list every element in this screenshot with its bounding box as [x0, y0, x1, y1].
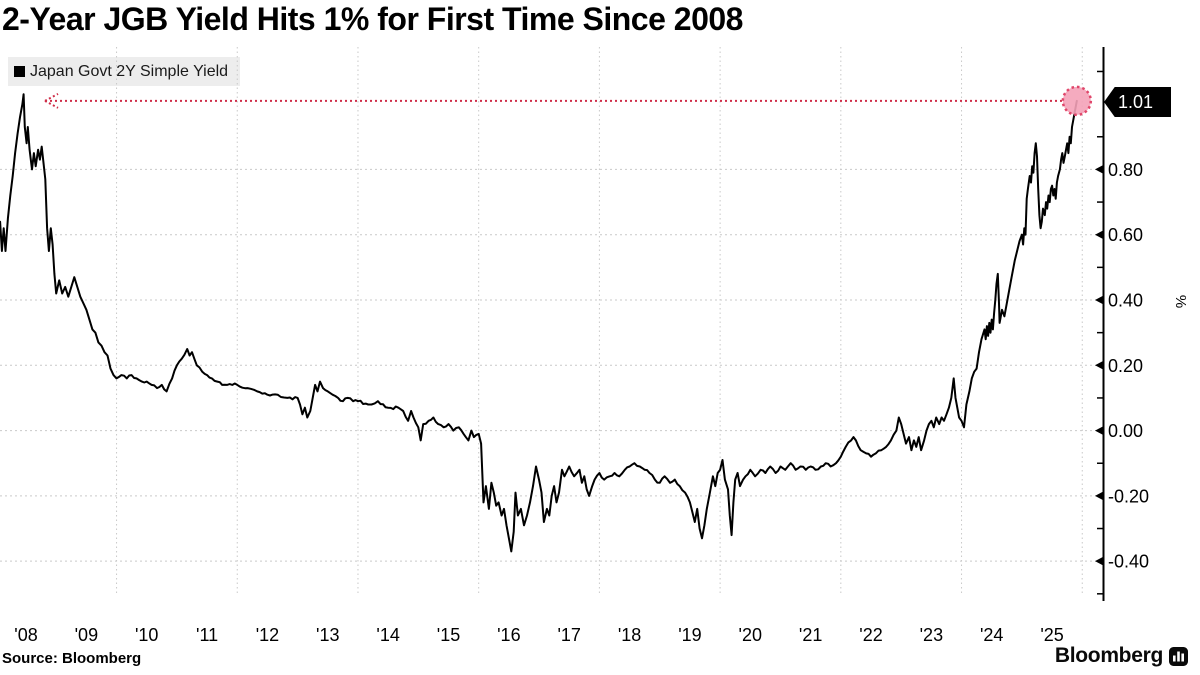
x-axis-tick-label: '09	[75, 625, 98, 645]
last-value-label: 1.01	[1118, 91, 1154, 112]
y-axis-tick-arrow-icon	[1095, 295, 1104, 305]
y-axis-tick-label: -0.20	[1108, 486, 1149, 506]
legend-label: Japan Govt 2Y Simple Yield	[30, 62, 229, 80]
y-axis-unit-label: %	[1172, 294, 1190, 309]
y-axis-tick-arrow-icon	[1095, 360, 1104, 370]
x-axis-tick-label: '25	[1040, 625, 1063, 645]
x-axis-tick-label: '08	[14, 625, 37, 645]
x-axis-tick-label: '19	[678, 625, 701, 645]
x-axis-tick-label: '16	[497, 625, 520, 645]
arrowhead-icon	[44, 99, 59, 109]
x-axis-tick-label: '13	[316, 625, 339, 645]
y-axis-tick-label: 0.60	[1108, 225, 1143, 245]
y-axis-tick-arrow-icon	[1095, 491, 1104, 501]
x-axis-tick-label: '21	[799, 625, 822, 645]
chart-title: 2-Year JGB Yield Hits 1% for First Time …	[2, 1, 743, 37]
x-axis-tick-label: '20	[739, 625, 762, 645]
y-axis-tick-arrow-icon	[1095, 230, 1104, 240]
y-axis-tick-arrow-icon	[1095, 556, 1104, 566]
legend: Japan Govt 2Y Simple Yield	[8, 57, 241, 86]
bloomberg-logo: Bloomberg	[1055, 644, 1188, 668]
x-axis-tick-label: '24	[980, 625, 1003, 645]
x-axis-tick-label: '10	[135, 625, 158, 645]
x-axis-tick-label: '15	[437, 625, 460, 645]
x-axis-tick-label: '12	[256, 625, 279, 645]
y-axis-tick-label: 0.80	[1108, 160, 1143, 180]
source-label: Source: Bloomberg	[2, 650, 142, 667]
y-axis-tick-label: -0.40	[1108, 552, 1149, 572]
arrowhead-icon	[44, 92, 59, 102]
x-axis-tick-label: '22	[859, 625, 882, 645]
y-axis-tick-label: 0.00	[1108, 421, 1143, 441]
x-axis-tick-label: '14	[376, 625, 399, 645]
x-axis-tick-label: '17	[557, 625, 580, 645]
bloomberg-wordmark: Bloomberg	[1054, 644, 1163, 667]
x-axis-tick-label: '18	[618, 625, 641, 645]
x-axis-tick-label: '11	[196, 625, 218, 645]
y-axis-tick-arrow-icon	[1095, 164, 1104, 174]
last-value-tag: 1.01	[1104, 87, 1171, 117]
bar-chart-icon	[1169, 646, 1188, 666]
x-axis-tick-label: '23	[920, 625, 943, 645]
y-axis-tick-label: 0.40	[1108, 291, 1143, 311]
last-point-marker	[1061, 85, 1093, 117]
legend-swatch-icon	[14, 66, 25, 77]
series-line	[0, 93, 1078, 553]
y-axis-tick-label: 0.20	[1108, 356, 1143, 376]
y-axis-tick-arrow-icon	[1095, 426, 1104, 436]
